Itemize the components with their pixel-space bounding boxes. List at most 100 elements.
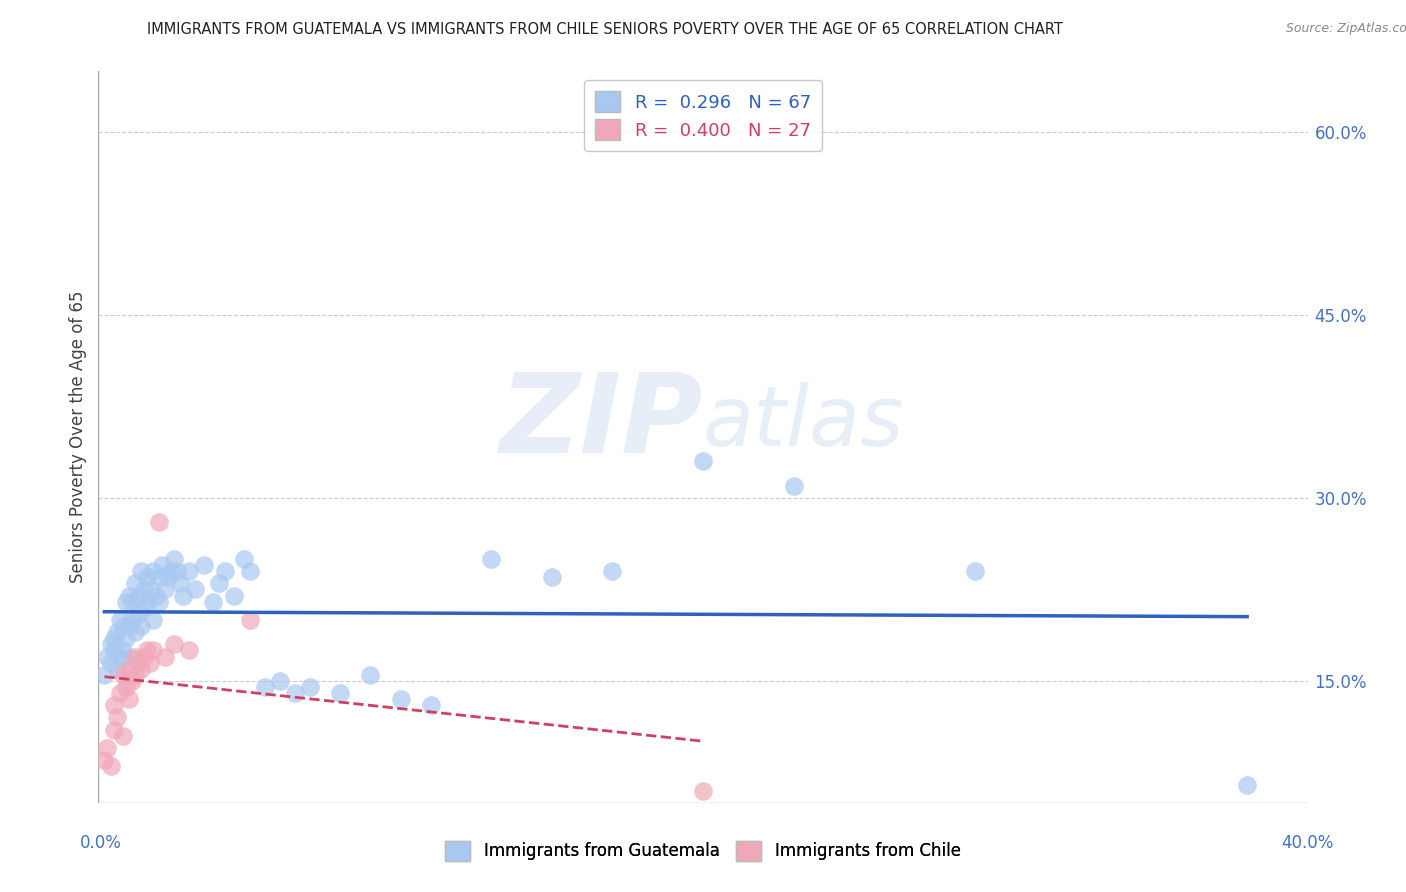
Y-axis label: Seniors Poverty Over the Age of 65: Seniors Poverty Over the Age of 65 [69, 291, 87, 583]
Point [127, 656, 149, 670]
Point [114, 632, 136, 646]
Text: 40.0%: 40.0% [1281, 834, 1334, 852]
Point [108, 686, 131, 700]
Point [148, 570, 170, 584]
Point [239, 613, 262, 627]
Point [127, 607, 149, 621]
Point [111, 729, 134, 743]
Point [139, 656, 162, 670]
Point [118, 662, 141, 676]
Point [132, 582, 155, 597]
Point [100, 656, 122, 670]
Point [103, 723, 125, 737]
Point [124, 625, 146, 640]
Point [111, 619, 134, 633]
Point [179, 564, 201, 578]
Point [118, 692, 141, 706]
Point [692, 783, 714, 797]
Text: IMMIGRANTS FROM GUATEMALA VS IMMIGRANTS FROM CHILE SENIORS POVERTY OVER THE AGE : IMMIGRANTS FROM GUATEMALA VS IMMIGRANTS … [146, 22, 1063, 37]
Point [153, 649, 176, 664]
Point [148, 516, 170, 530]
Point [156, 570, 179, 584]
Point [93, 753, 115, 767]
Point [121, 613, 143, 627]
Point [153, 582, 176, 597]
Point [602, 564, 624, 578]
Point [121, 673, 143, 688]
Point [105, 710, 128, 724]
Point [105, 625, 128, 640]
Point [540, 570, 562, 584]
Point [160, 564, 183, 578]
Point [284, 686, 307, 700]
Point [481, 552, 503, 566]
Point [118, 619, 141, 633]
Point [965, 564, 987, 578]
Point [172, 589, 194, 603]
Point [1236, 777, 1258, 792]
Point [114, 594, 136, 608]
Point [239, 564, 262, 578]
Point [127, 589, 149, 603]
Legend: Immigrants from Guatemala, Immigrants from Chile: Immigrants from Guatemala, Immigrants fr… [439, 834, 967, 868]
Point [111, 667, 134, 681]
Point [118, 589, 141, 603]
Text: ZIP: ZIP [499, 369, 703, 476]
Point [208, 576, 231, 591]
Point [108, 613, 131, 627]
Point [224, 589, 246, 603]
Point [135, 570, 157, 584]
Point [214, 564, 236, 578]
Point [124, 649, 146, 664]
Point [142, 643, 165, 657]
Point [163, 552, 186, 566]
Point [96, 649, 118, 664]
Point [389, 692, 412, 706]
Point [135, 594, 157, 608]
Point [202, 594, 225, 608]
Point [96, 740, 118, 755]
Point [124, 667, 146, 681]
Point [232, 552, 254, 566]
Point [118, 649, 141, 664]
Point [163, 637, 186, 651]
Point [100, 759, 122, 773]
Point [142, 613, 165, 627]
Point [105, 662, 128, 676]
Point [166, 564, 188, 578]
Point [129, 662, 152, 676]
Point [139, 582, 162, 597]
Point [121, 594, 143, 608]
Text: 0.0%: 0.0% [80, 834, 122, 852]
Point [103, 698, 125, 713]
Point [93, 667, 115, 681]
Point [179, 643, 201, 657]
Point [299, 680, 322, 694]
Point [148, 594, 170, 608]
Point [129, 564, 152, 578]
Point [135, 643, 157, 657]
Point [114, 680, 136, 694]
Point [269, 673, 291, 688]
Point [150, 558, 173, 573]
Point [253, 680, 276, 694]
Point [193, 558, 215, 573]
Point [360, 667, 382, 681]
Point [783, 479, 806, 493]
Point [103, 643, 125, 657]
Point [692, 454, 714, 468]
Point [132, 649, 155, 664]
Text: atlas: atlas [703, 382, 904, 463]
Point [100, 637, 122, 651]
Point [145, 589, 167, 603]
Point [124, 576, 146, 591]
Point [132, 600, 155, 615]
Point [329, 686, 352, 700]
Point [129, 619, 152, 633]
Point [169, 576, 191, 591]
Point [111, 643, 134, 657]
Point [103, 632, 125, 646]
Point [142, 564, 165, 578]
Point [184, 582, 207, 597]
Point [420, 698, 443, 713]
